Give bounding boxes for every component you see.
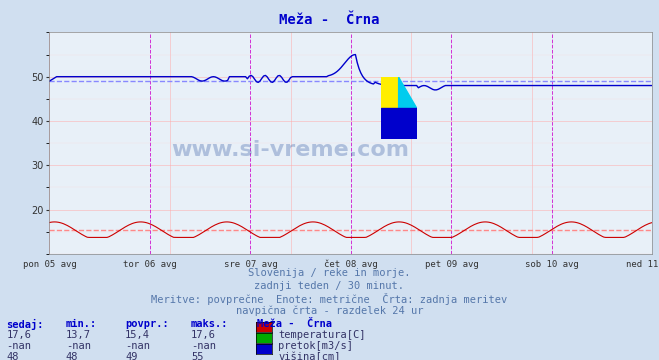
Text: 17,6: 17,6 [191,330,216,341]
Text: -nan: -nan [191,341,216,351]
Text: min.:: min.: [66,319,97,329]
Text: -nan: -nan [7,341,32,351]
Text: -nan: -nan [66,341,91,351]
Text: pretok[m3/s]: pretok[m3/s] [278,341,353,351]
Text: 13,7: 13,7 [66,330,91,341]
Text: 49: 49 [125,352,138,360]
Text: 55: 55 [191,352,204,360]
Text: ned 11 avg: ned 11 avg [625,260,659,269]
Text: zadnji teden / 30 minut.: zadnji teden / 30 minut. [254,281,405,291]
Text: višina[cm]: višina[cm] [278,352,341,360]
Text: 15,4: 15,4 [125,330,150,341]
Text: čet 08 avg: čet 08 avg [324,260,378,269]
Text: -nan: -nan [125,341,150,351]
Polygon shape [399,77,416,108]
Text: pet 09 avg: pet 09 avg [424,260,478,269]
Text: 48: 48 [7,352,19,360]
Text: Meritve: povprečne  Enote: metrične  Črta: zadnja meritev: Meritve: povprečne Enote: metrične Črta:… [152,293,507,305]
Text: tor 06 avg: tor 06 avg [123,260,177,269]
Text: maks.:: maks.: [191,319,229,329]
Bar [380,108,416,139]
Text: sob 10 avg: sob 10 avg [525,260,579,269]
Text: Meža -  Črna: Meža - Črna [279,13,380,27]
Text: 48: 48 [66,352,78,360]
Text: pon 05 avg: pon 05 avg [22,260,76,269]
Text: 17,6: 17,6 [7,330,32,341]
Text: Meža -  Črna: Meža - Črna [257,319,332,329]
Polygon shape [380,77,399,108]
Text: sedaj:: sedaj: [7,319,44,330]
Text: sre 07 avg: sre 07 avg [223,260,277,269]
Text: povpr.:: povpr.: [125,319,169,329]
Text: www.si-vreme.com: www.si-vreme.com [171,140,410,160]
Text: temperatura[C]: temperatura[C] [278,330,366,341]
Text: navpična črta - razdelek 24 ur: navpična črta - razdelek 24 ur [236,306,423,316]
Text: Slovenija / reke in morje.: Slovenija / reke in morje. [248,268,411,278]
